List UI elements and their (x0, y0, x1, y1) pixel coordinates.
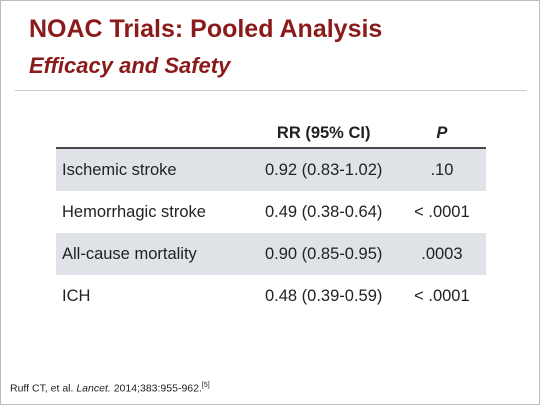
rr-cell: 0.49 (0.38-0.64) (264, 202, 383, 221)
rr-cell: 0.48 (0.39-0.59) (264, 286, 383, 305)
table-row: Hemorrhagic stroke 0.49 (0.38-0.64) < .0… (56, 191, 486, 233)
outcome-cell: ICH (62, 286, 91, 305)
table-row: All-cause mortality 0.90 (0.85-0.95) .00… (56, 233, 486, 275)
outcome-cell: Ischemic stroke (56, 148, 250, 191)
slide-subtitle: Efficacy and Safety (29, 53, 231, 78)
table-row: ICH 0.48 (0.39-0.59) < .0001 (56, 275, 486, 317)
slide-title: NOAC Trials: Pooled Analysis (29, 15, 383, 43)
header-p-value: P (397, 119, 486, 149)
results-table: RR (95% CI) P Ischemic stroke 0.92 (0.83… (56, 119, 486, 317)
p-value-cell: .10 (397, 148, 486, 191)
p-value-cell: < .0001 (414, 202, 470, 221)
citation-authors: Ruff CT, et al. (10, 382, 77, 394)
title-divider (15, 90, 527, 91)
citation-footnote: Ruff CT, et al. Lancet. 2014;383:955-962… (10, 382, 210, 395)
p-value-cell: .0003 (397, 233, 486, 275)
table-header-row: RR (95% CI) P (56, 119, 486, 149)
outcome-cell: Hemorrhagic stroke (62, 202, 206, 221)
citation-reference-number: [5] (201, 381, 210, 389)
rr-cell: 0.92 (0.83-1.02) (249, 148, 398, 191)
p-value-cell: < .0001 (414, 286, 470, 305)
table-row: Ischemic stroke 0.92 (0.83-1.02) .10 (56, 148, 486, 191)
citation-details: 2014;383:955-962. (110, 382, 202, 394)
header-outcome (56, 119, 250, 149)
outcome-cell: All-cause mortality (56, 233, 250, 275)
rr-cell: 0.90 (0.85-0.95) (249, 233, 398, 275)
header-rr: RR (95% CI) (249, 119, 398, 149)
citation-journal: Lancet. (76, 382, 111, 394)
